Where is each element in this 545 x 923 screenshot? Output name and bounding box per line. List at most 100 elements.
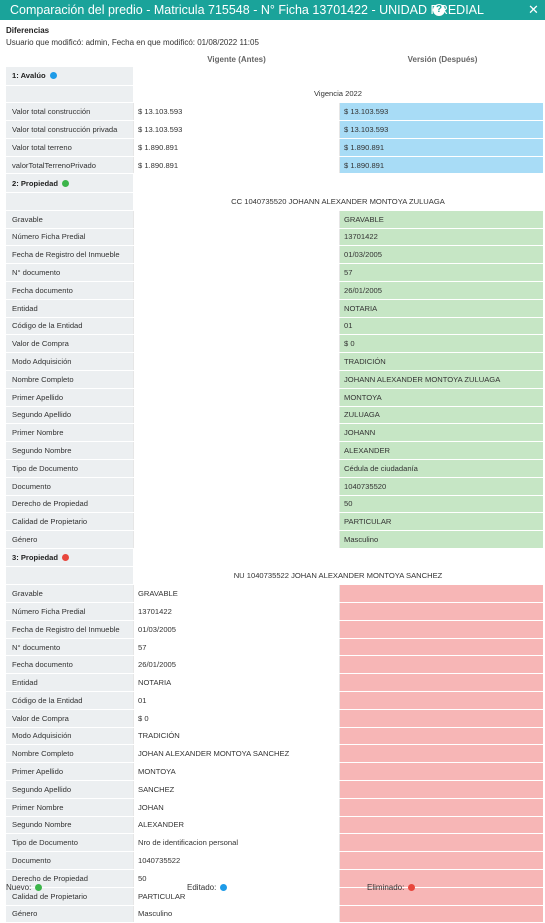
diff-heading: Diferencias xyxy=(6,26,50,35)
table-row: Número Ficha Predial 13701422 xyxy=(6,603,544,621)
row-label: Valor total construcción privada xyxy=(6,121,133,138)
after-value xyxy=(339,656,543,674)
row-label: Primer Nombre xyxy=(6,424,133,442)
after-value: PARTICULAR xyxy=(339,513,543,531)
row-label: Gravable xyxy=(6,210,133,228)
section-title: 3: Propiedad xyxy=(6,548,133,567)
after-value: Cédula de ciudadanía xyxy=(339,459,543,477)
modification-info: Usuario que modificó: admin, Fecha en qu… xyxy=(6,38,259,47)
row-label: Calidad de Propietario xyxy=(6,513,133,531)
table-row: Fecha documento 26/01/2005 xyxy=(6,656,544,675)
row-label: Segundo Nombre xyxy=(6,816,133,834)
before-value: Nro de identificacion personal xyxy=(133,834,339,852)
legend-edited-label: Editado: xyxy=(187,883,217,892)
window-title: Comparación del predio - Matricula 71554… xyxy=(10,3,484,17)
after-value: 1040735520 xyxy=(339,477,543,495)
after-value: $ 13.103.593 xyxy=(339,103,543,121)
table-row: Segundo Apellido ZULUAGA xyxy=(6,406,544,425)
before-value xyxy=(133,246,339,264)
before-value: ALEXANDER xyxy=(133,816,339,834)
table-row: N° documento 57 xyxy=(6,638,544,657)
before-value: NOTARIA xyxy=(133,674,339,691)
before-value: PARTICULAR xyxy=(133,887,339,905)
after-value: ZULUAGA xyxy=(339,406,543,424)
table-row: Valor de Compra $ 0 xyxy=(6,709,544,728)
row-label: Modo Adquisición xyxy=(6,353,133,370)
table-row: Número Ficha Predial 13701422 xyxy=(6,228,544,247)
section-title: 1: Avalúo xyxy=(6,67,133,85)
before-value xyxy=(133,406,339,424)
after-value xyxy=(339,905,543,923)
row-label: Primer Apellido xyxy=(6,763,133,780)
row-label: Segundo Apellido xyxy=(6,406,133,424)
before-value: 50 xyxy=(133,869,339,887)
before-value: Masculino xyxy=(133,905,339,923)
edited-dot-icon xyxy=(220,884,228,891)
before-value xyxy=(133,335,339,353)
section-subtitle: NU 1040735522 JOHAN ALEXANDER MONTOYA SA… xyxy=(233,571,443,581)
status-dot-icon xyxy=(62,554,69,562)
before-value: $ 0 xyxy=(133,709,339,727)
row-label: Fecha documento xyxy=(6,656,133,674)
before-value: 26/01/2005 xyxy=(133,656,339,674)
status-dot-icon xyxy=(62,179,69,187)
before-value xyxy=(133,513,339,531)
after-value: $ 1.890.891 xyxy=(339,156,543,174)
row-label: Fecha documento xyxy=(6,281,133,299)
row-label: valorTotalTerrenoPrivado xyxy=(6,156,133,174)
before-value xyxy=(133,353,339,370)
after-value: JOHANN ALEXANDER MONTOYA ZULUAGA xyxy=(339,370,543,388)
before-value xyxy=(133,317,339,335)
after-value: 57 xyxy=(339,264,543,281)
section-title: 2: Propiedad xyxy=(6,174,133,192)
close-icon[interactable]: ✕ xyxy=(528,2,539,17)
table-row: Entidad NOTARIA xyxy=(6,674,544,692)
table-row: Modo Adquisición TRADICIÓN xyxy=(6,727,544,746)
table-row: Nombre Completo JOHANN ALEXANDER MONTOYA … xyxy=(6,370,544,389)
section-subtitle-lab xyxy=(6,567,133,585)
row-label: Entidad xyxy=(6,674,133,691)
table-row: Género Masculino xyxy=(6,531,544,549)
table-row: Documento 1040735522 xyxy=(6,852,544,870)
after-value xyxy=(339,745,543,763)
table-row: Segundo Nombre ALEXANDER xyxy=(6,442,544,460)
section-subtitle-row: Vigencia 2022 xyxy=(6,85,544,104)
section-avaluo: 1: Avalúo xyxy=(6,67,544,86)
before-value: SANCHEZ xyxy=(133,780,339,798)
row-label: Primer Nombre xyxy=(6,798,133,816)
row-label: Valor total construcción xyxy=(6,103,133,121)
before-value: MONTOYA xyxy=(133,763,339,780)
help-icon[interactable]: ? xyxy=(433,4,445,16)
row-label: Número Ficha Predial xyxy=(6,228,133,246)
after-value: $ 1.890.891 xyxy=(339,138,543,156)
after-value xyxy=(339,727,543,745)
column-after: Versión (Después) xyxy=(407,54,478,64)
after-value: 13701422 xyxy=(339,228,543,246)
after-value xyxy=(339,638,543,656)
section-subtitle: Vigencia 2022 xyxy=(314,89,362,99)
row-label: Segundo Apellido xyxy=(6,780,133,798)
new-dot-icon xyxy=(35,884,43,891)
deleted-dot-icon xyxy=(408,884,416,891)
before-value: 01 xyxy=(133,692,339,709)
legend-deleted: Eliminado: xyxy=(367,883,416,892)
before-value: $ 1.890.891 xyxy=(133,138,339,156)
before-value xyxy=(133,531,339,548)
row-label: Valor total terreno xyxy=(6,138,133,156)
row-label: Valor de Compra xyxy=(6,709,133,727)
section-title-text: 3: Propiedad xyxy=(12,553,58,563)
table-row: Código de la Entidad 01 xyxy=(6,692,544,710)
table-row: Primer Apellido MONTOYA xyxy=(6,388,544,407)
row-label: Gravable xyxy=(6,585,133,603)
row-label: Código de la Entidad xyxy=(6,317,133,335)
after-value xyxy=(339,798,543,816)
after-value: JOHANN xyxy=(339,424,543,442)
row-label: Nombre Completo xyxy=(6,370,133,388)
legend-new-label: Nuevo: xyxy=(6,883,32,892)
table-row: Derecho de Propiedad 50 xyxy=(6,495,544,514)
table-row: Género Masculino xyxy=(6,905,544,923)
section-subtitle-lab xyxy=(6,85,133,103)
row-label: Género xyxy=(6,905,133,923)
after-value xyxy=(339,709,543,727)
table-row: Segundo Apellido SANCHEZ xyxy=(6,780,544,799)
